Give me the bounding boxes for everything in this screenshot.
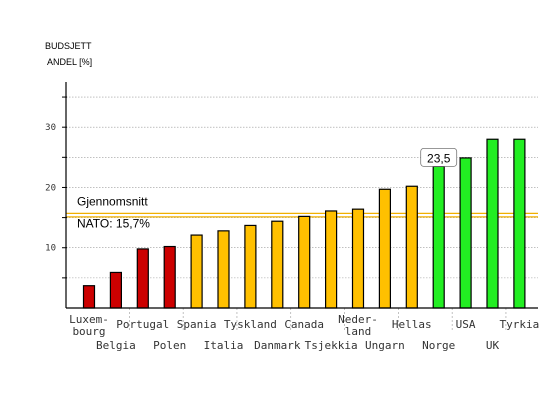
gridlines	[66, 96, 538, 330]
bar	[82, 285, 96, 309]
bar	[271, 220, 284, 309]
bar	[378, 188, 391, 309]
x-tick-label: Norge	[422, 339, 455, 352]
bar	[244, 224, 257, 309]
y-axis-title-line2: ANDEL [%]	[47, 57, 92, 67]
bar	[459, 157, 472, 309]
bar	[109, 271, 123, 309]
bar	[298, 215, 311, 309]
y-axis-title-line1: BUDSJETT	[45, 41, 92, 51]
x-tick-label: Tyrkia	[500, 318, 540, 331]
x-tick-label: Polen	[153, 339, 186, 352]
x-tick-label: Canada	[284, 318, 324, 331]
x-tick-label: Portugal	[116, 318, 169, 331]
x-tick-label: Hellas	[392, 318, 432, 331]
bar	[405, 185, 418, 309]
x-tick-label: Neder-land	[338, 313, 378, 338]
axes	[62, 82, 538, 309]
bars	[82, 138, 526, 309]
average-label-line1: Gjennomsnitt	[77, 194, 148, 208]
callout-value: 23,5	[427, 151, 451, 165]
value-callout: 23,5	[420, 147, 458, 167]
x-tick-label: Danmark	[254, 339, 301, 352]
y-tick-label: 20	[45, 183, 56, 193]
bar	[217, 230, 230, 309]
x-tick-label: USA	[456, 318, 476, 331]
bar	[351, 208, 365, 309]
x-tick-label: Spania	[177, 318, 217, 331]
x-tick-label: Belgia	[96, 339, 136, 352]
x-tick-label: Tyskland	[224, 318, 277, 331]
x-tick-label: Luxem-bourg	[69, 313, 109, 338]
y-tick-label: 30	[45, 123, 56, 133]
x-tick-label: Ungarn	[365, 339, 405, 352]
x-tick-label: UK	[486, 339, 500, 352]
bar	[486, 138, 499, 309]
bar	[136, 248, 149, 309]
bar	[432, 165, 445, 309]
bar	[190, 234, 203, 309]
x-tick-label: Italia	[204, 339, 244, 352]
y-tick-labels: 10 20 30	[45, 123, 56, 254]
callout-box	[420, 147, 458, 167]
y-tick-label: 10	[45, 244, 56, 254]
x-tick-label: Tsjekkia	[305, 339, 358, 352]
bar	[163, 245, 176, 309]
bar	[513, 138, 526, 309]
average-label-line2: NATO: 15,7%	[77, 216, 150, 230]
bar	[325, 210, 338, 309]
